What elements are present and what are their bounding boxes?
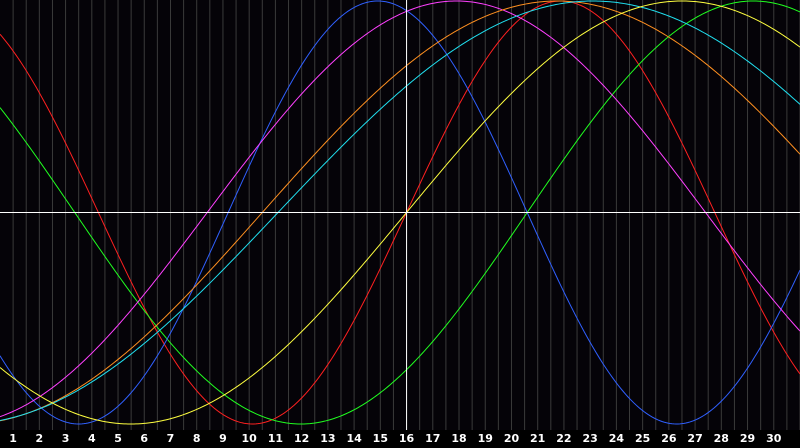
x-tick-label: 26 [661, 432, 677, 445]
series-line-4 [0, 0, 800, 418]
x-tick-label: 9 [219, 432, 227, 445]
x-tick-label: 16 [399, 432, 415, 445]
x-tick-label: 19 [478, 432, 493, 445]
crosshair [0, 0, 800, 430]
plot-background [0, 0, 800, 430]
x-tick-label: 3 [62, 432, 70, 445]
x-tick-label: 1 [9, 432, 17, 445]
series-line-5 [0, 0, 800, 422]
x-tick-label: 22 [556, 432, 571, 445]
x-tick-label: 14 [346, 432, 362, 445]
series-line-6 [0, 0, 800, 421]
series-line-3 [0, 0, 800, 425]
x-tick-label: 20 [504, 432, 520, 445]
x-tick-label: 15 [373, 432, 388, 445]
x-tick-label: 18 [451, 432, 466, 445]
x-tick-label: 2 [36, 432, 44, 445]
series-lines [0, 0, 800, 425]
x-tick-label: 4 [88, 432, 96, 445]
x-tick-label: 8 [193, 432, 201, 445]
x-tick-label: 13 [320, 432, 335, 445]
x-tick-label: 17 [425, 432, 440, 445]
grid-lines [12, 0, 800, 430]
series-line-7 [0, 0, 800, 425]
x-tick-label: 21 [530, 432, 545, 445]
series-line-2 [0, 0, 800, 425]
x-tick-label: 30 [766, 432, 782, 445]
x-tick-label: 23 [583, 432, 598, 445]
x-tick-label: 12 [294, 432, 309, 445]
x-tick-label: 6 [140, 432, 148, 445]
x-tick-label: 24 [609, 432, 625, 445]
x-tick-label: 27 [687, 432, 702, 445]
x-tick-label: 29 [740, 432, 755, 445]
x-tick-label: 25 [635, 432, 650, 445]
x-tick-label: 10 [242, 432, 258, 445]
series-line-1 [0, 0, 800, 425]
x-tick-label: 5 [114, 432, 122, 445]
x-tick-label: 28 [714, 432, 729, 445]
x-tick-label: 7 [167, 432, 175, 445]
x-tick-label: 11 [268, 432, 283, 445]
x-tick-labels: 1 2 3 4 5 6 7 8 9 10 11 12 13 14 15 16 17 18 19 20 21 22 23 24 2… [9, 432, 781, 445]
